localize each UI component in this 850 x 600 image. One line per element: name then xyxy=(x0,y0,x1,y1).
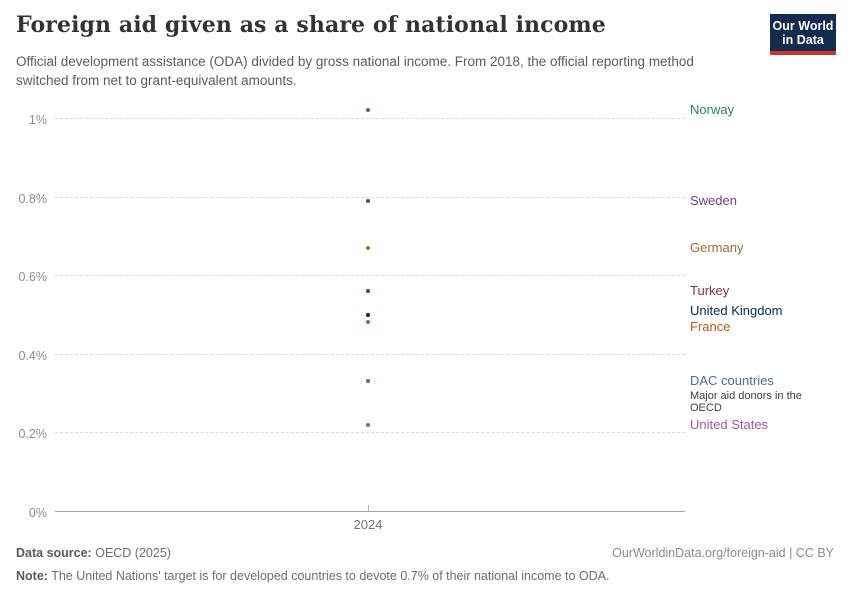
series-label-norway[interactable]: Norway xyxy=(690,102,734,118)
footer-source-row: Data source: OECD (2025) OurWorldinData.… xyxy=(16,546,834,560)
series-label-united-kingdom[interactable]: United Kingdom xyxy=(690,303,783,319)
owid-logo-line1: Our World xyxy=(772,19,834,33)
data-source: Data source: OECD (2025) xyxy=(16,546,171,560)
data-point-sweden[interactable] xyxy=(366,198,370,203)
note-value: The United Nations' target is for develo… xyxy=(51,569,610,583)
y-gridline-0.2 xyxy=(55,432,685,434)
note-label: Note: xyxy=(16,569,48,583)
series-label-france[interactable]: France xyxy=(690,319,730,335)
owid-logo-line2: in Data xyxy=(782,33,824,47)
series-label-sweden[interactable]: Sweden xyxy=(690,193,737,209)
data-source-value: OECD (2025) xyxy=(95,546,171,560)
data-source-label: Data source: xyxy=(16,546,92,560)
data-point-germany[interactable] xyxy=(366,245,370,250)
x-tick-label: 2024 xyxy=(353,517,383,532)
series-label-text: United States xyxy=(690,416,769,432)
y-tick-label-0.6: 0.6% xyxy=(18,270,48,285)
chart-title: Foreign aid given as a share of national… xyxy=(16,12,606,38)
chart-subtitle: Official development assistance (ODA) di… xyxy=(16,54,694,88)
series-label-text: Germany xyxy=(690,239,744,255)
x-tick-mark xyxy=(368,505,369,511)
data-point-united-kingdom[interactable] xyxy=(366,312,370,317)
y-gridline-1 xyxy=(55,118,685,119)
series-label-text: DAC countries xyxy=(690,373,774,389)
data-point-dac-countries[interactable] xyxy=(366,379,370,384)
owid-logo[interactable]: Our World in Data xyxy=(770,14,836,55)
license-link[interactable]: OurWorldinData.org/foreign-aid | CC BY xyxy=(612,546,834,560)
y-gridline-0.4 xyxy=(55,353,685,355)
data-point-norway[interactable] xyxy=(366,108,370,113)
footer-note-row: Note: The United Nations' target is for … xyxy=(16,569,609,583)
series-label-dac-countries[interactable]: DAC countries Major aid donors in the OEC… xyxy=(690,373,814,414)
series-label-text: Turkey xyxy=(690,282,730,298)
y-tick-label-0: 0% xyxy=(28,506,47,520)
data-point-united-states[interactable] xyxy=(366,422,370,427)
series-annotation: Major aid donors in the OECD xyxy=(690,390,802,414)
series-label-text: United Kingdom xyxy=(690,302,783,318)
y-tick-label-0.4: 0.4% xyxy=(18,348,48,363)
x-axis-line xyxy=(55,511,685,512)
y-gridline-0.6 xyxy=(55,275,685,277)
y-tick-label-0.8: 0.8% xyxy=(18,191,48,206)
y-tick-label-1: 1% xyxy=(28,113,47,127)
series-label-text: Norway xyxy=(690,102,735,118)
y-gridline-0.8 xyxy=(55,196,685,198)
series-label-text: France xyxy=(690,319,731,335)
series-label-germany[interactable]: Germany xyxy=(690,240,743,256)
data-point-france[interactable] xyxy=(366,320,370,325)
data-point-turkey[interactable] xyxy=(366,288,370,293)
y-tick-label-0.2: 0.2% xyxy=(18,427,48,442)
series-label-united-states[interactable]: United States xyxy=(690,417,768,433)
series-label-turkey[interactable]: Turkey xyxy=(690,283,729,299)
series-label-text: Sweden xyxy=(690,192,737,208)
